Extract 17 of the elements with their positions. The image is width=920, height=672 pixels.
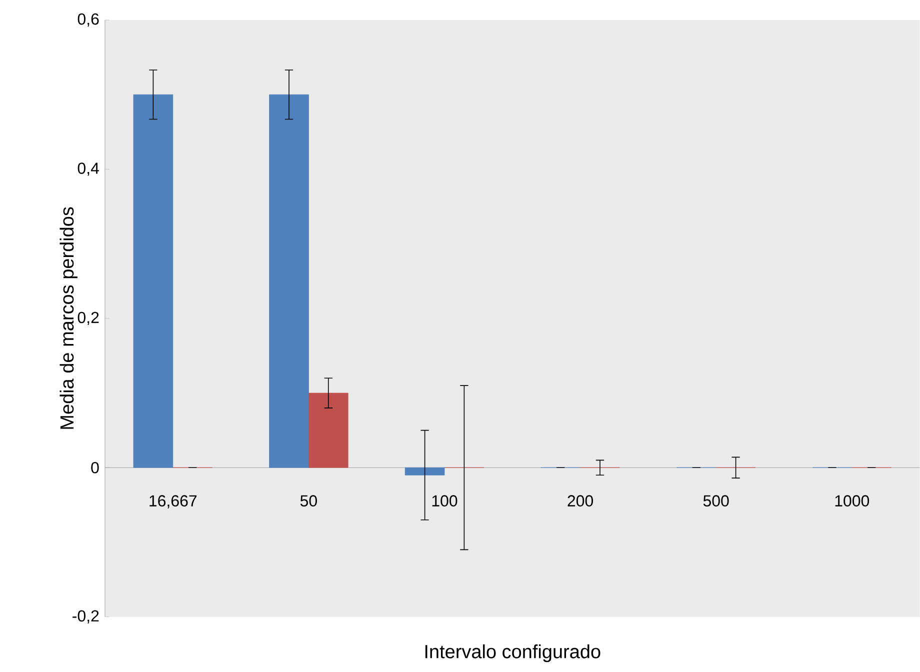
x-tick-label: 100	[432, 495, 458, 507]
x-axis-title: Intervalo configurado	[425, 644, 600, 662]
bar	[133, 94, 174, 468]
bar	[404, 468, 445, 476]
x-tick-label: 200	[568, 495, 593, 507]
y-tick-label: 0,4	[78, 162, 99, 176]
x-tick-label: 1000	[835, 495, 870, 507]
y-tick-label: 0,6	[78, 13, 99, 27]
y-tick-label: 0	[91, 462, 99, 474]
y-tick-label: 0,2	[78, 312, 99, 326]
y-axis-title: Media de marcos perdidos	[60, 207, 78, 429]
y-tick-label: -0,2	[72, 610, 99, 624]
x-tick-label: 16,667	[150, 495, 197, 508]
bar	[308, 392, 348, 468]
x-tick-label: 500	[703, 495, 729, 507]
bar	[269, 94, 309, 468]
x-tick-label: 50	[300, 495, 317, 507]
